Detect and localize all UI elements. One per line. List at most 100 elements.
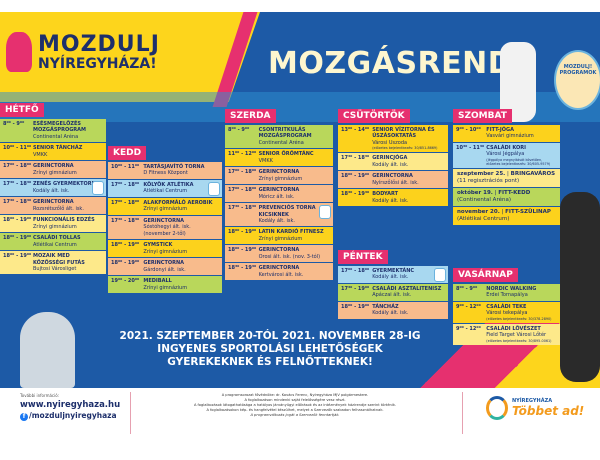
footer-note: A programváltozás jogát a Szervezők fenn…	[250, 413, 340, 417]
schedule-item: 10⁰⁰ - 11⁰⁰ Tartásjavító torna D Fitness K…	[108, 162, 222, 179]
item-name: Gyermektánc	[372, 268, 415, 274]
item-place: Continental Aréna	[33, 133, 79, 140]
jumping-kid-image	[500, 42, 536, 122]
item-time: 8⁰⁰ - 9⁰⁰	[228, 127, 250, 133]
item-place: Kodály ált. isk.	[258, 218, 295, 225]
item-place: Városi Jégpálya	[486, 151, 525, 158]
banner-line1: 2021. SZEPTEMBER 20-TÓL 2021. NOVEMBER 2…	[119, 330, 421, 342]
website-link[interactable]: www.nyiregyhaza.hu	[20, 400, 121, 410]
schedule-item: 17⁰⁰ - 18⁰⁰ Gerinctorna Zrínyi gimnázium	[0, 161, 106, 179]
item-place: Rozsrétszőlő ált. isk.	[33, 205, 84, 212]
item-info: Senior táncház VMKK	[33, 145, 103, 158]
item-name: Családi lövészet	[486, 325, 541, 332]
item-place: Zrínyi gimnázium	[143, 248, 188, 255]
schedule-item: 17⁰⁰ - 18⁰⁰ Alakformáló aerobik Zrínyi gim…	[108, 198, 222, 215]
item-name: Gerinctorna	[33, 163, 74, 170]
item-info: Családi lövészet Field Target Városi Lőté…	[486, 326, 557, 343]
item-name: Mediball	[143, 278, 172, 285]
schedule-item: 18⁰⁰ - 19⁰⁰ Latin kardió fitnesz Zrínyi gi…	[225, 227, 333, 245]
poster: MOZDULJ NYÍREGYHÁZA! MOZGÁSREND MOZDULJ!…	[0, 12, 600, 388]
schedule-item: 9⁰⁰ - 10⁰⁰ Fitt-jóga Vasvári gimnázium	[453, 125, 560, 142]
item-place: Nyírszőlősi ált. isk.	[372, 179, 419, 186]
kids-program-icon	[208, 182, 220, 196]
special-title: november 20. | FITT-SZÜLINAP	[457, 209, 556, 216]
item-time: 18⁰⁰ - 19⁰⁰	[3, 235, 32, 242]
item-place: Kodály ált. isk.	[372, 310, 409, 317]
special-name: FITT-KEDD	[498, 189, 531, 196]
item-time: 18⁰⁰ - 19⁰⁰	[3, 217, 32, 224]
date-banner: 2021. SZEPTEMBER 20-TÓL 2021. NOVEMBER 2…	[80, 330, 460, 369]
item-place: Vasvári gimnázium	[486, 133, 534, 140]
item-info: Gyermektánc Kodály ált. isk.	[372, 268, 445, 281]
item-info: Senior örömtánc VMKK	[259, 151, 330, 164]
schedule-item: 18³⁰ - 19³⁰ Gerinctorna Kertvárosi ált. is…	[225, 263, 333, 281]
schedule-item: 10³⁰ - 11³⁰ Családi kori Városi Jégpálya (J…	[453, 143, 560, 168]
item-name: Gerincjóga	[372, 155, 408, 162]
footer-note: A foglalkozásokon kép- és hangfelvétel k…	[206, 408, 384, 412]
item-name: BodyART	[372, 191, 399, 198]
item-place: Móricz ált. isk.	[258, 193, 295, 200]
day-thursday: CSÜTÖRTÖK 13⁰⁰ - 14⁰⁰ Senior vízitorna és …	[338, 103, 448, 207]
item-info: Mediball Zrínyi gimnázium	[143, 278, 219, 291]
item-place: Field Target Városi Lőtér	[486, 332, 547, 339]
schedule-item: 8⁰⁰ - 9⁰⁰ Nordic walking Erdei Tornapálya	[453, 284, 560, 301]
item-place: Orosi ált. isk. (nov. 3-tól)	[258, 253, 321, 260]
item-info: Alakformáló aerobik Zrínyi gimnázium	[143, 200, 219, 213]
info-label: További információ:	[20, 393, 60, 398]
special-date: november 20.	[457, 208, 500, 215]
schedule-item: 17⁰⁰ - 18⁰⁰ Gerinctorna Zrínyi gimnázium	[225, 167, 333, 185]
item-time: 17³⁰ - 19⁰⁰	[341, 286, 370, 292]
item-info: Kölyök atlétika Atlétikai Centrum	[143, 182, 219, 195]
item-place: Sóstóhegyi ált. isk. (november 2-től)	[143, 224, 191, 237]
item-place: Városi Uszoda	[372, 139, 408, 146]
item-info: Esésmegelőzés mozgásprogram Continental A…	[33, 121, 103, 140]
item-place: Kodály ált. isk.	[372, 161, 409, 168]
item-place: Atlétikai Centrum	[33, 241, 77, 248]
day-sunday: VASÁRNAP 8⁰⁰ - 9⁰⁰ Nordic walking Erdei Tor…	[453, 262, 560, 345]
item-info: Táncház Kodály ált. isk.	[372, 304, 445, 317]
item-place: Kodály ált. isk.	[372, 197, 409, 204]
item-name: Családi asztalitenisz	[372, 286, 442, 292]
item-place: Kertvárosi ált. isk.	[258, 271, 304, 278]
item-time: 17³⁰ - 18³⁰	[111, 218, 140, 224]
senior-image	[20, 312, 75, 388]
item-place: Bujtosi Városliget	[33, 266, 77, 273]
schedule-item: 8⁰⁰ - 9⁰⁰ Esésmegelőzés mozgásprogram Cont…	[0, 119, 106, 143]
item-place: Atlétikai Centrum	[143, 188, 188, 195]
item-name: Gerinctorna	[258, 169, 300, 176]
schedule-item: 18⁰⁰ - 19⁰⁰ Gymstick Zrínyi gimnázium	[108, 240, 222, 258]
item-name: Senior örömtánc	[258, 151, 314, 158]
item-name: Fitt-jóga	[486, 127, 514, 133]
item-info: Mozaik Med közösségi futás Bujtosi Városl…	[33, 253, 103, 272]
item-place: Kodály ált. isk.	[372, 274, 409, 281]
special-place: (11 regisztrációs pont)	[457, 177, 520, 184]
footer-note: A foglalkozások látogathatósága a hatály…	[193, 403, 397, 407]
item-place: Gárdonyi ált. isk.	[143, 266, 186, 273]
footer-note: A foglalkozáson mindenki saját felelőssé…	[244, 398, 346, 402]
footer-note: A programsorozat fővédnöke: dr. Kovács F…	[221, 393, 369, 397]
day-label: PÉNTEK	[338, 250, 388, 264]
day-wednesday: SZERDA 8⁰⁰ - 9⁰⁰ Csontritkulás mozgásprogr…	[225, 103, 333, 281]
item-info: Gymstick Zrínyi gimnázium	[143, 242, 219, 255]
schedule-item: 18⁰⁰ - 19⁰⁰ Gerinctorna Nyírszőlősi ált. i…	[338, 171, 448, 189]
banner-line3: GYEREKEKNEK ÉS FELNŐTTEKNEK!	[167, 356, 373, 368]
item-place: Kodály ált. isk.	[33, 187, 70, 194]
item-info: Tartásjavító torna D Fitness Központ	[143, 164, 219, 177]
item-time: 18⁰⁰ - 19⁰⁰	[341, 304, 370, 310]
schedule-item: 17³⁰ - 18³⁰ Gerinctorna Rozsrétszőlő ált. …	[0, 197, 106, 215]
item-place: Zrínyi gimnázium	[258, 235, 303, 242]
separator: |	[505, 170, 511, 177]
item-time: 17³⁰ - 18³⁰	[341, 155, 370, 162]
item-info: Családi asztalitenisz Apáczai ált. isk.	[372, 286, 445, 299]
schedule-item: 17⁰⁰ - 18⁰⁰ Gerinctorna Móricz ált. isk.	[225, 185, 333, 203]
item-info: Funkcionális edzés Zrínyi gimnázium	[33, 217, 103, 230]
item-info: Gerinctorna Sóstóhegyi ált. isk. (novembe…	[143, 218, 219, 237]
item-time: 18⁰⁰ - 19⁰⁰	[228, 247, 257, 254]
item-time: 9⁰⁰ - 10⁰⁰	[456, 127, 481, 133]
runner-logo-icon	[6, 32, 32, 72]
day-label: KEDD	[108, 146, 147, 160]
facebook-link[interactable]: f/mozduljnyiregyhaza	[20, 411, 120, 421]
special-place: (Continental Aréna)	[457, 196, 511, 203]
item-note: (előzetes bejelentkezés: 30/895-0061)	[486, 338, 552, 343]
item-info: Gerinctorna Móricz ált. isk.	[259, 187, 330, 200]
